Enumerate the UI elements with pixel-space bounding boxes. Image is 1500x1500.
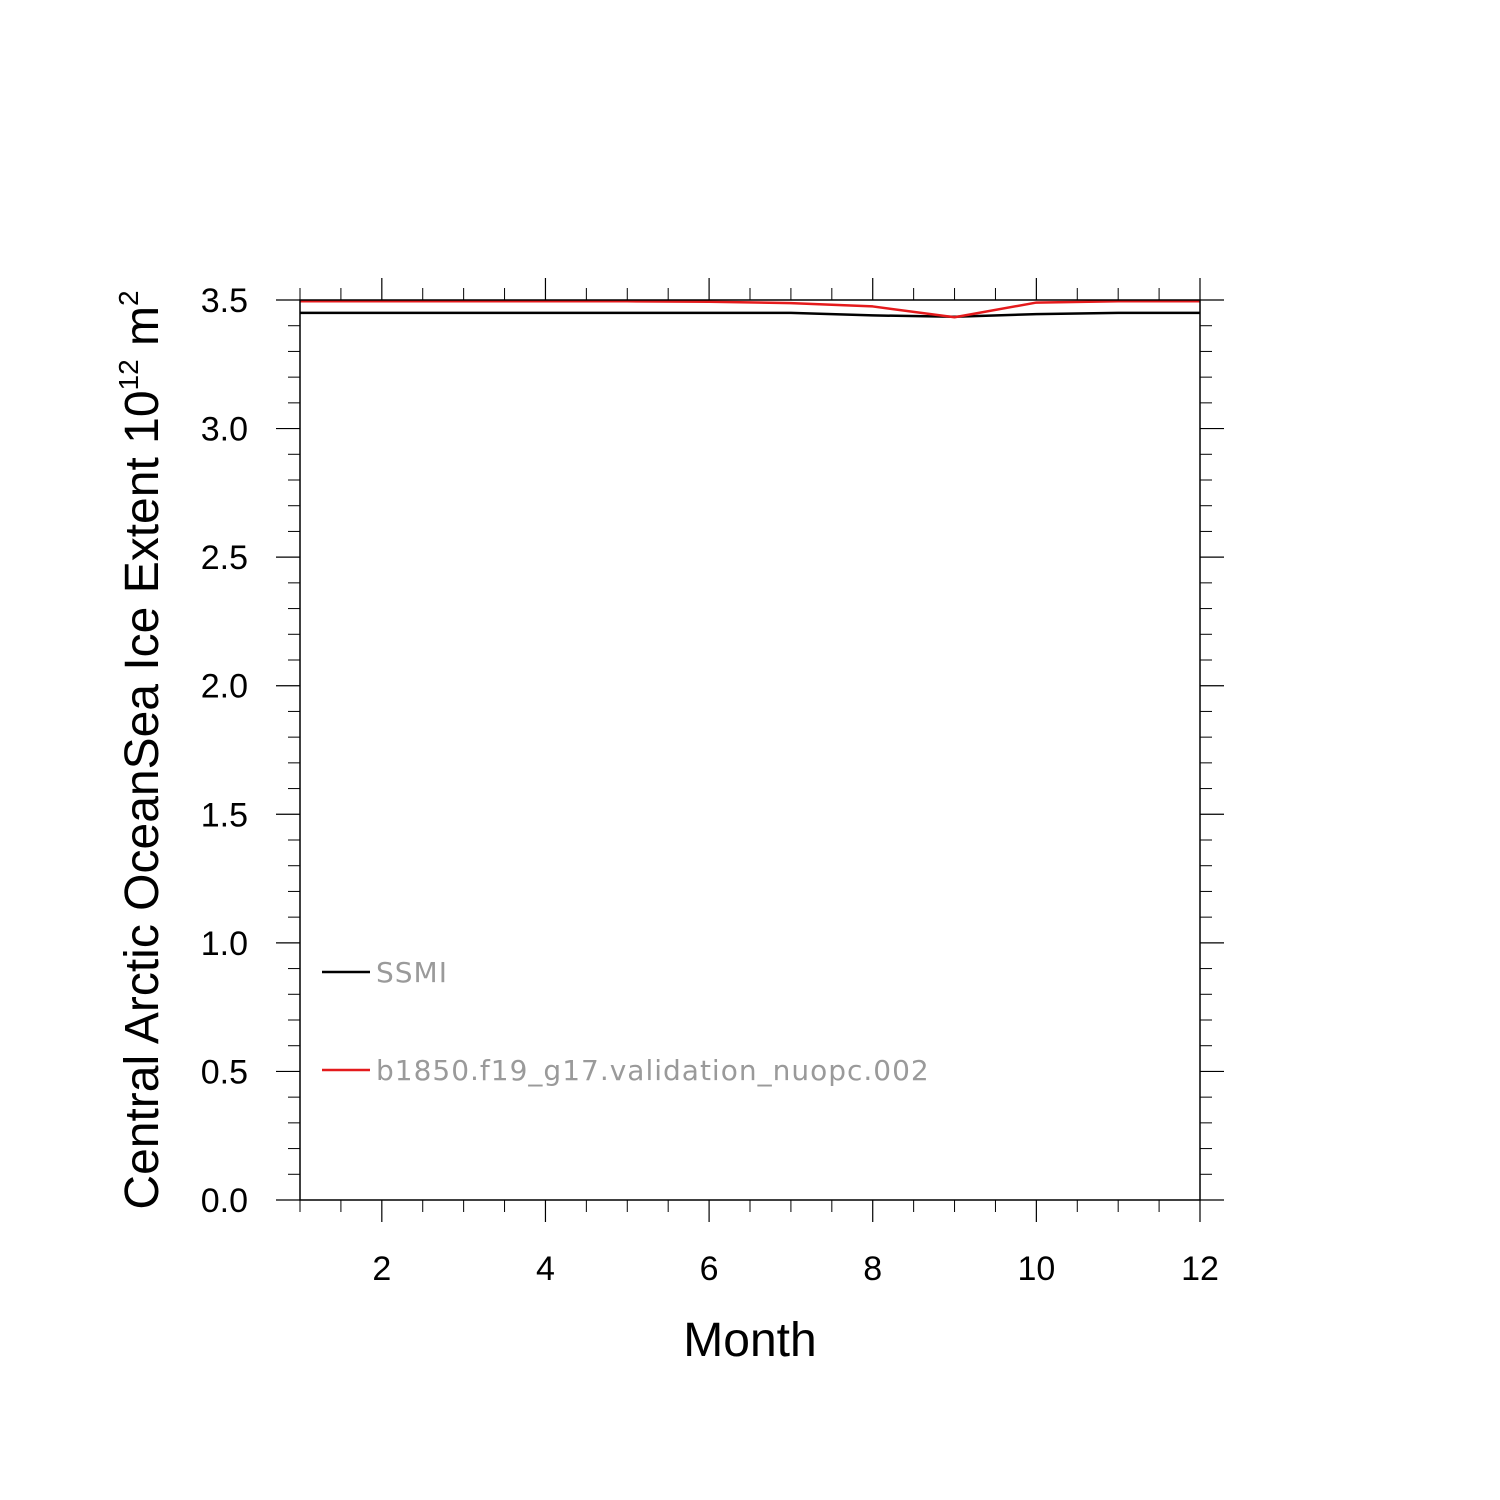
legend-label-2: b1850.f19_g17.validation_nuopc.002 [376,1054,930,1087]
ticks-layer [276,278,1224,1222]
y-axis-title-exponent-1: 12 [113,359,144,390]
tick-labels-layer: 2 4 6 8 10 12 0.0 0.5 1.0 1.5 2.0 2.5 3.0 3.5 [201,282,1219,1288]
series-layer [300,300,1200,319]
y-tick-label: 1.0 [201,925,248,963]
y-tick-label: 0.0 [201,1182,248,1220]
x-tick-label: 12 [1181,1250,1219,1288]
y-tick-label: 3.5 [201,282,248,320]
y-axis-title: Central Arctic OceanSea Ice Extent 1012 … [113,290,169,1209]
plot-frame [299,299,1201,1201]
x-tick-label: 8 [863,1250,882,1288]
x-tick-label: 2 [372,1250,391,1288]
legend: SSMI b1850.f19_g17.validation_nuopc.002 [322,956,930,1087]
x-tick-label: 6 [700,1250,719,1288]
y-tick-label: 2.0 [201,668,248,706]
y-axis-title-unit: m [116,306,169,359]
series-line-1 [300,311,1200,318]
legend-label-1: SSMI [376,956,448,989]
y-tick-label: 0.5 [201,1053,248,1091]
y-axis-title-exponent-2: 2 [113,290,144,306]
x-axis-title: Month [683,1314,816,1367]
x-tick-label: 10 [1017,1250,1055,1288]
y-tick-label: 1.5 [201,796,248,834]
series-line-2 [300,300,1200,319]
y-tick-label: 2.5 [201,539,248,577]
x-tick-label: 4 [536,1250,555,1288]
y-tick-label: 3.0 [201,411,248,449]
y-axis-title-main: Central Arctic OceanSea Ice Extent 10 [116,390,169,1209]
